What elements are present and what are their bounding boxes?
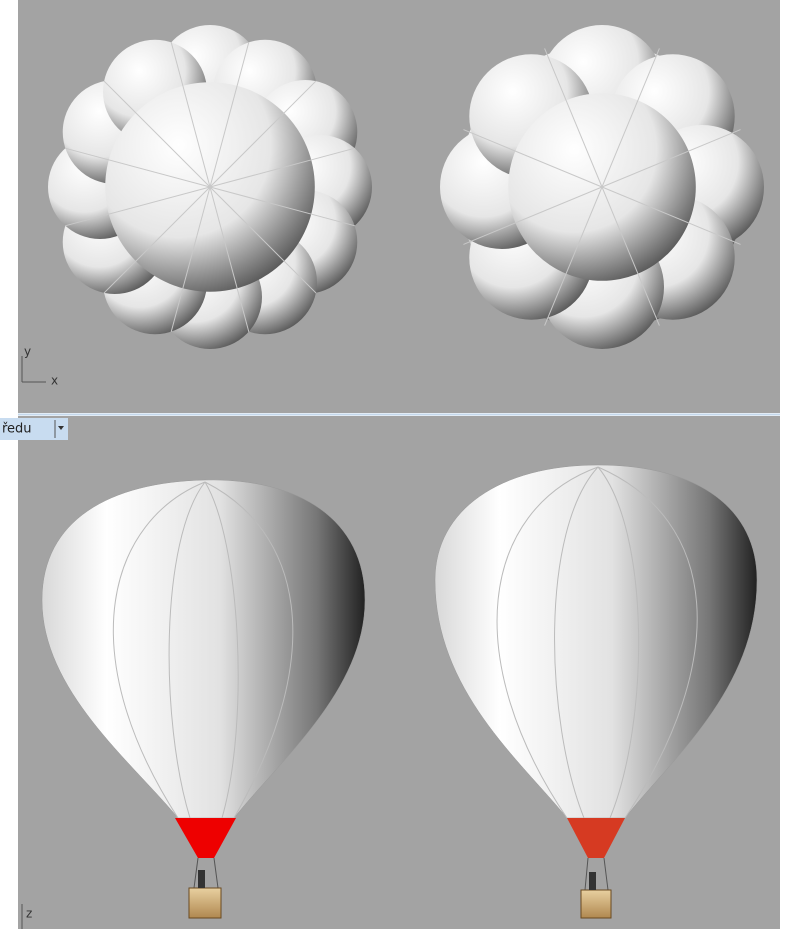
- axis-label-x: x: [51, 374, 58, 388]
- axis-label-y: y: [24, 345, 31, 359]
- axis-label-z: z: [26, 907, 32, 921]
- page: y x ředu z (() => { const data = JSON.pa…: [0, 0, 792, 929]
- viewport-tab-label: ředu: [2, 422, 32, 437]
- rhino-viewports: y x ředu z: [0, 0, 792, 929]
